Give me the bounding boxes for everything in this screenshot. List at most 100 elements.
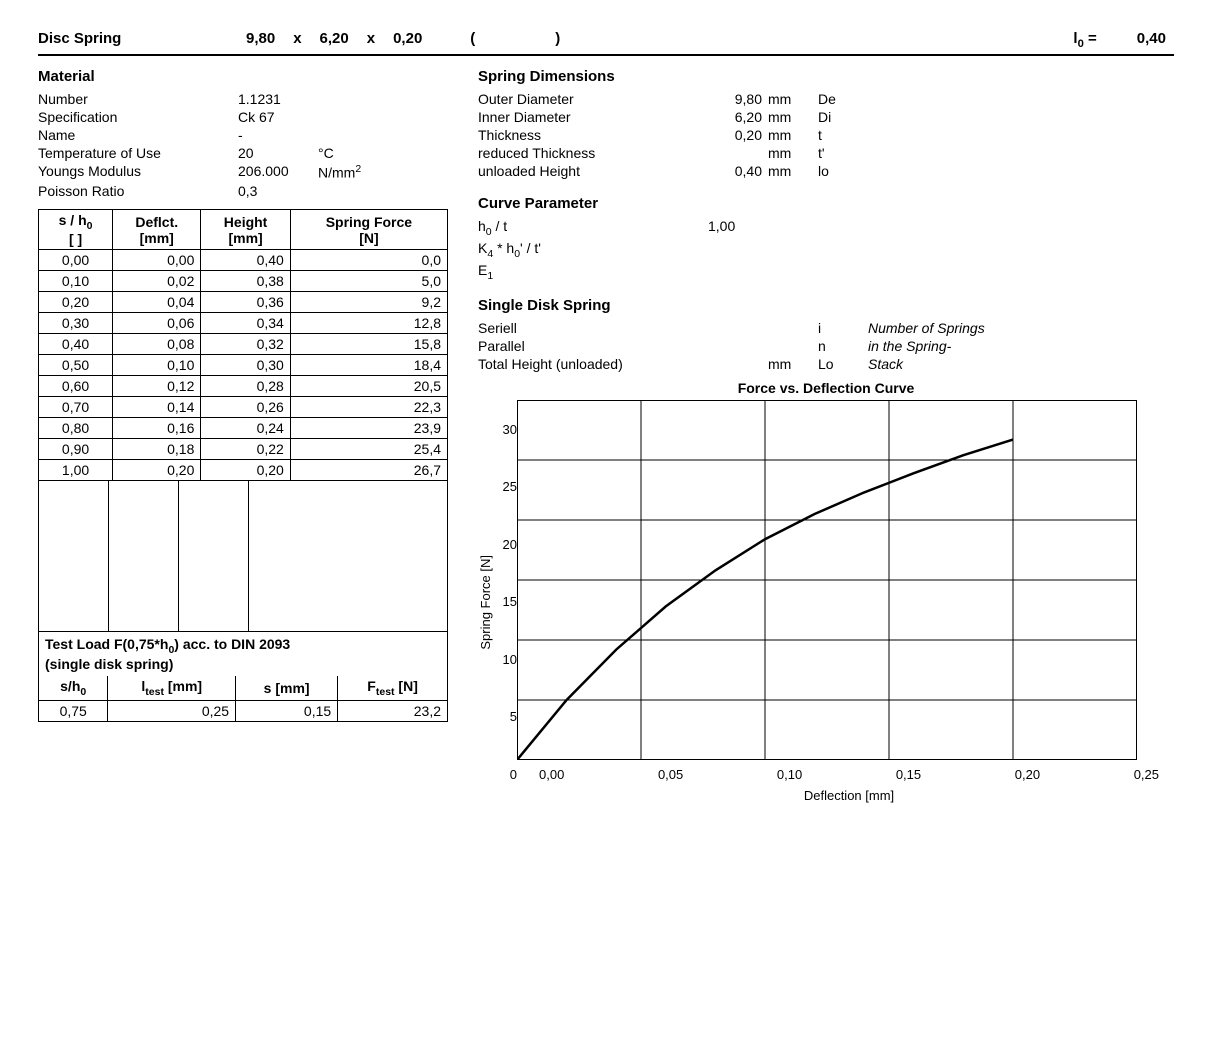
spring-dims-title: Spring Dimensions xyxy=(478,68,1174,85)
material-label: Youngs Modulus xyxy=(38,163,238,181)
dim-value: 0,20 xyxy=(708,127,768,143)
dim-symbol: Di xyxy=(818,109,868,125)
material-grid: Number1.1231SpecificationCk 67Name-Tempe… xyxy=(38,91,448,199)
dim-label: reduced Thickness xyxy=(478,145,708,161)
material-label: Temperature of Use xyxy=(38,145,238,161)
dim-symbol: De xyxy=(818,91,868,107)
table-row: 0,000,000,400,0 xyxy=(39,250,448,271)
dim-thick: 0,20 xyxy=(393,30,422,47)
material-label: Name xyxy=(38,127,238,143)
single-symbol: n xyxy=(818,338,868,354)
test-subtitle: (single disk spring) xyxy=(45,656,441,672)
test-row: 0,75 0,25 0,15 23,2 xyxy=(39,701,447,722)
chart-xlabel: Deflection [mm] xyxy=(539,788,1159,803)
header-title: Disc Spring xyxy=(38,30,238,47)
test-title: Test Load F(0,75*h0) acc. to DIN 2093 xyxy=(45,636,441,656)
curve-value: 1,00 xyxy=(708,218,768,238)
dim-label: unloaded Height xyxy=(478,163,708,179)
material-title: Material xyxy=(38,68,448,85)
material-value: Ck 67 xyxy=(238,109,318,125)
single-disk-title: Single Disk Spring xyxy=(478,297,1174,314)
dim-symbol: lo xyxy=(818,163,868,179)
single-symbol: Lo xyxy=(818,356,868,372)
paren-close: ) xyxy=(555,30,560,47)
material-value: 206.000 xyxy=(238,163,318,181)
ytick: 30 xyxy=(497,422,517,437)
dim-symbol: t' xyxy=(818,145,868,161)
material-unit xyxy=(318,183,388,199)
curve-value xyxy=(708,240,768,260)
table-row: 0,800,160,2423,9 xyxy=(39,418,448,439)
ytick: 10 xyxy=(497,652,517,667)
table-row: 0,500,100,3018,4 xyxy=(39,355,448,376)
material-label: Poisson Ratio xyxy=(38,183,238,199)
curve-value xyxy=(708,262,768,282)
chart-ylabel: Spring Force [N] xyxy=(478,555,493,650)
chart: Spring Force [N] 051015202530 0,000,050,… xyxy=(478,400,1174,803)
material-label: Specification xyxy=(38,109,238,125)
dim-label: Outer Diameter xyxy=(478,91,708,107)
material-unit xyxy=(318,91,388,107)
curve-param-grid: h0 / t1,00K4 * h0' / t'E1 xyxy=(478,218,1174,281)
dim-label: Thickness xyxy=(478,127,708,143)
xtick: 0,05 xyxy=(658,767,683,782)
header: Disc Spring 9,80 x 6,20 x 0,20 ( ) l0 = … xyxy=(38,30,1174,56)
single-unit: mm xyxy=(768,356,818,372)
table-row: 1,000,200,2026,7 xyxy=(39,460,448,481)
single-label: Total Height (unloaded) xyxy=(478,356,708,372)
xtick: 0,10 xyxy=(777,767,802,782)
table-row: 0,100,020,385,0 xyxy=(39,271,448,292)
table-row: 0,900,180,2225,4 xyxy=(39,439,448,460)
test-col-ltest: ltest [mm] xyxy=(108,676,236,700)
chart-svg xyxy=(517,400,1137,760)
dim-value: 6,20 xyxy=(708,109,768,125)
chart-yticks: 051015202530 xyxy=(497,422,517,782)
table-row: 0,400,080,3215,8 xyxy=(39,334,448,355)
test-block: Test Load F(0,75*h0) acc. to DIN 2093 (s… xyxy=(38,632,448,722)
deflection-table: s / h0[ ] Deflct.[mm] Height[mm] Spring … xyxy=(38,209,448,482)
material-value: 1.1231 xyxy=(238,91,318,107)
single-label: Parallel xyxy=(478,338,708,354)
single-label: Seriell xyxy=(478,320,708,336)
chart-xticks: 0,00 0,05 0,10 0,15 0,20 0,25 xyxy=(539,767,1159,782)
single-symbol: i xyxy=(818,320,868,336)
col-deflct: Deflct.[mm] xyxy=(113,209,201,250)
ytick: 0 xyxy=(497,767,517,782)
curve-label: K4 * h0' / t' xyxy=(478,240,708,260)
spring-dims-grid: Outer Diameter9,80mmDeInner Diameter6,20… xyxy=(478,91,1174,179)
table-row: 0,600,120,2820,5 xyxy=(39,376,448,397)
table-row: 0,200,040,369,2 xyxy=(39,292,448,313)
dim-unit: mm xyxy=(768,163,818,179)
dim-unit: mm xyxy=(768,109,818,125)
ytick: 20 xyxy=(497,537,517,552)
single-note: Number of Springs xyxy=(868,320,1008,336)
dim-unit: mm xyxy=(768,145,818,161)
empty-grid xyxy=(38,481,448,632)
table-row: 0,700,140,2622,3 xyxy=(39,397,448,418)
dim-label: Inner Diameter xyxy=(478,109,708,125)
material-unit xyxy=(318,109,388,125)
dim-outer: 9,80 xyxy=(246,30,275,47)
ytick: 15 xyxy=(497,594,517,609)
dim-inner: 6,20 xyxy=(320,30,349,47)
col-sh0: s / h0[ ] xyxy=(39,209,113,250)
single-note: Stack xyxy=(868,356,1008,372)
test-col-ftest: Ftest [N] xyxy=(338,676,447,700)
ytick: 5 xyxy=(497,709,517,724)
material-value: 0,3 xyxy=(238,183,318,199)
material-unit xyxy=(318,127,388,143)
xtick: 0,00 xyxy=(539,767,564,782)
table-row: 0,300,060,3412,8 xyxy=(39,313,448,334)
material-label: Number xyxy=(38,91,238,107)
dim-unit: mm xyxy=(768,127,818,143)
test-col-sh0: s/h0 xyxy=(39,676,108,700)
dim-unit: mm xyxy=(768,91,818,107)
chart-title: Force vs. Deflection Curve xyxy=(478,380,1174,396)
xtick: 0,25 xyxy=(1134,767,1159,782)
paren-open: ( xyxy=(470,30,475,47)
xtick: 0,15 xyxy=(896,767,921,782)
col-force: Spring Force[N] xyxy=(290,209,447,250)
material-value: 20 xyxy=(238,145,318,161)
dim-value: 9,80 xyxy=(708,91,768,107)
xtick: 0,20 xyxy=(1015,767,1040,782)
